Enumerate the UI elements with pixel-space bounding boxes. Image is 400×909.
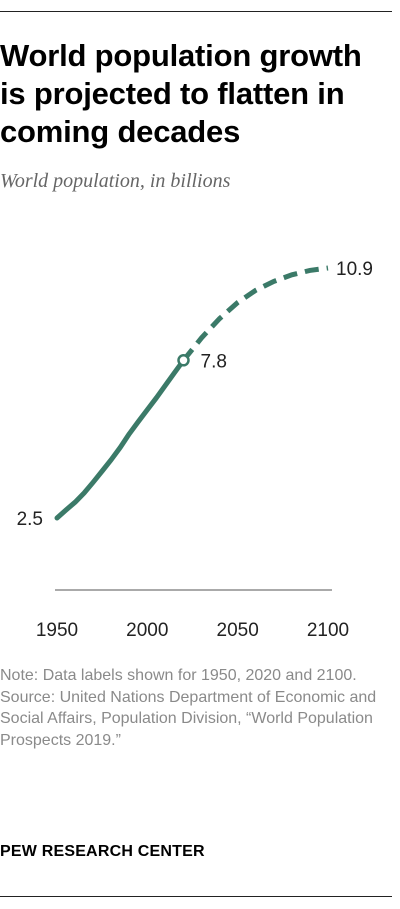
data-label-2020: 7.8 bbox=[201, 351, 227, 372]
estimates-line bbox=[54, 357, 186, 521]
chart-subtitle: World population, in billions bbox=[0, 170, 231, 192]
projections-line bbox=[181, 265, 329, 362]
notes-block: Note: Data labels shown for 1950, 2020 a… bbox=[0, 665, 385, 751]
data-label-2100: 10.9 bbox=[336, 259, 373, 280]
x-tick-label: 1950 bbox=[36, 620, 78, 641]
x-tick-label: 2100 bbox=[307, 620, 349, 641]
data-labels: 2.5 7.8 10.9 bbox=[17, 259, 373, 530]
data-label-1950: 2.5 bbox=[17, 509, 43, 530]
brand-label: PEW RESEARCH CENTER bbox=[0, 843, 205, 860]
note-text: Note: Data labels shown for 1950, 2020 a… bbox=[0, 667, 357, 684]
chart-title: World population growth is projected to … bbox=[0, 38, 362, 149]
top-rule bbox=[0, 11, 392, 12]
x-tick-label: 2050 bbox=[217, 620, 259, 641]
source-text: Source: United Nations Department of Eco… bbox=[0, 688, 377, 749]
marker-2020 bbox=[177, 354, 190, 367]
x-tick-labels: 1950 2000 2050 2100 bbox=[36, 620, 349, 641]
x-tick-label: 2000 bbox=[126, 620, 168, 641]
population-line-chart: 1950 2000 2050 2100 2.5 7.8 10.9 bbox=[17, 259, 373, 641]
bottom-rule bbox=[0, 896, 392, 897]
